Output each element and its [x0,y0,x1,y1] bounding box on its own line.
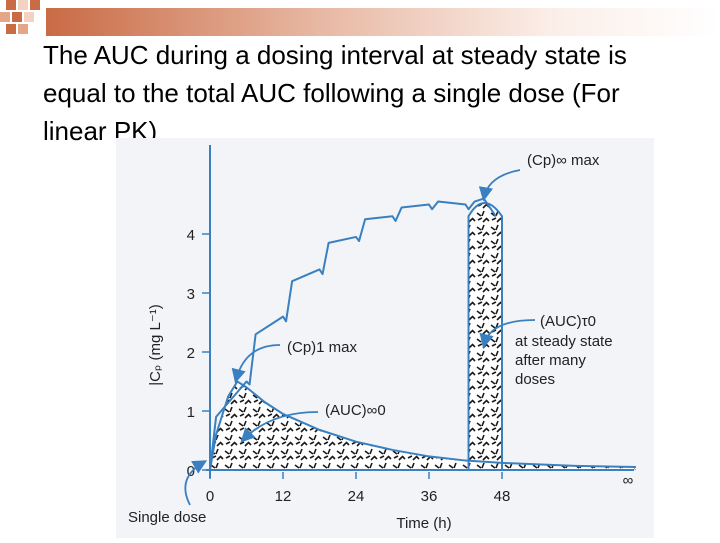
annotation-steady-state-note: after many [515,352,586,369]
x-tick-label: 48 [494,488,511,505]
annotation-auc-total: (AUC)∞0 [325,402,386,419]
pk-chart-figure: 0 12 24 36 48 ∞ 0 1 2 3 4 Time (h) |Cₚ (mg L⁻¹) (Cp)… [116,138,654,538]
annotation-steady-state-note: at steady state [515,333,613,350]
x-tick-label-infinity: ∞ [623,472,634,489]
y-tick-label: 4 [187,227,195,244]
auc-single-dose-area [210,381,636,470]
y-tick-label: 2 [187,345,195,362]
title-accent-bar [46,8,720,36]
annotation-steady-state-note: doses [515,371,555,388]
arrow-auc-total [240,411,319,443]
y-axis-label: |Cₚ (mg L⁻¹) [147,304,164,386]
y-tick-label: 3 [187,286,195,303]
y-tick-label: 1 [187,404,195,421]
x-tick-label: 24 [348,488,365,505]
corner-squares-decoration [0,0,60,40]
x-axis-label: Time (h) [396,515,451,532]
multiple-dose-curve [209,197,497,471]
arrow-single-dose [184,460,208,506]
arrow-cp-ss-max [478,169,521,202]
single-dose-curve [209,380,636,471]
arrow-cp-1-max [231,344,281,384]
auc-steady-state-interval-area [467,202,503,471]
x-tick-label: 0 [206,488,214,505]
annotation-auc-tau: (AUC)τ0 [540,313,596,330]
annotation-cp-1-max: (Cp)1 max [287,339,358,356]
annotation-single-dose: Single dose [128,509,206,526]
annotation-cp-ss-max: (Cp)∞ max [527,152,600,169]
slide-title: The AUC during a dosing interval at stea… [43,40,627,146]
arrow-auc-tau [479,319,536,349]
x-tick-label: 36 [421,488,438,505]
x-tick-label: 12 [275,488,292,505]
